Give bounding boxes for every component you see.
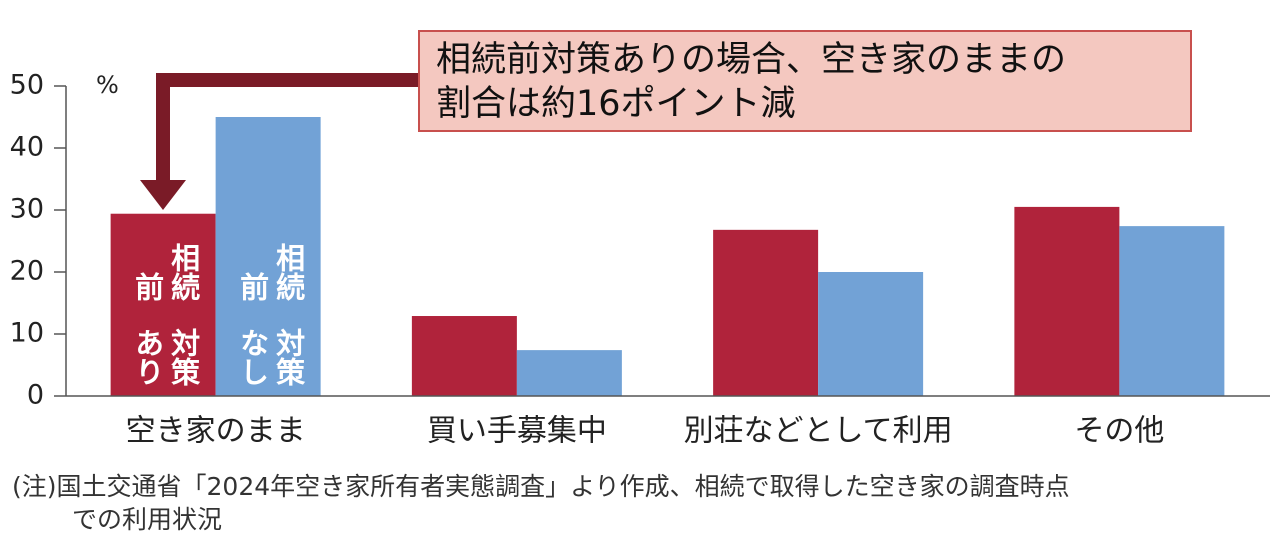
x-tick-label: 買い手募集中	[427, 414, 607, 449]
y-tick-label: 20	[10, 256, 44, 287]
bar	[110, 213, 216, 396]
y-tick-label: 30	[10, 194, 44, 225]
bar	[713, 229, 819, 396]
note-line: での利用状況	[72, 505, 223, 534]
arrow-head	[140, 180, 186, 210]
x-tick-label: その他	[1074, 414, 1164, 449]
y-tick-label: 50	[10, 70, 44, 101]
legend-label: 相続前 対策あり	[130, 243, 201, 386]
y-tick-label: 40	[10, 132, 44, 163]
bar	[215, 117, 321, 396]
annotation: 相続前対策ありの場合、空き家のままの 割合は約16ポイント減	[418, 30, 1192, 132]
bar	[516, 350, 622, 396]
note: (注)国土交通省「2024年空き家所有者実態調査」より作成、相続で取得した空き家…	[12, 470, 1070, 536]
annotation-line: 相続前対策ありの場合、空き家のままの	[436, 40, 1067, 80]
bar	[1014, 206, 1120, 396]
legend-label: 相続前 対策なし	[235, 243, 306, 386]
y-unit: %	[96, 71, 119, 99]
y-tick-label: 0	[27, 380, 44, 411]
x-tick-label: 別荘などとして利用	[684, 414, 953, 449]
x-tick-label: 空き家のまま	[126, 414, 306, 449]
bar	[1119, 226, 1225, 396]
note-line: (注)国土交通省「2024年空き家所有者実態調査」より作成、相続で取得した空き家…	[12, 472, 1070, 501]
annotation-line: 割合は約16ポイント減	[436, 84, 796, 124]
arrow	[156, 73, 418, 182]
bar	[411, 316, 517, 396]
bar	[818, 272, 924, 396]
y-tick-label: 10	[10, 318, 44, 349]
